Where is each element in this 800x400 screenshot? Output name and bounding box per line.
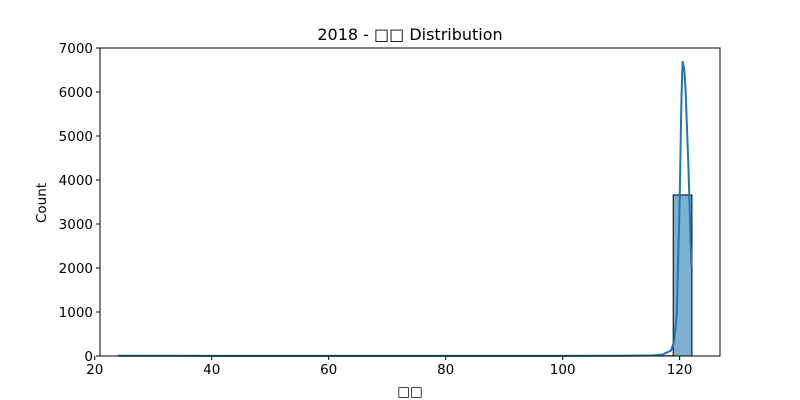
x-tick-label: 120 [667, 362, 693, 378]
x-tick-label: 80 [437, 362, 454, 378]
y-tick-label: 3000 [59, 217, 93, 233]
y-tick-label: 1000 [59, 305, 93, 321]
x-tick-label: 100 [550, 362, 576, 378]
y-tick-label: 2000 [59, 261, 93, 277]
y-axis-ticks: 0 1000 2000 3000 4000 5000 6000 7000 [59, 41, 100, 365]
y-tick-label: 4000 [59, 173, 93, 189]
y-tick-label: 7000 [59, 41, 93, 57]
axes-frame [99, 47, 721, 357]
chart-title: 2018 - □□ Distribution [317, 25, 502, 44]
y-tick-label: 5000 [59, 129, 93, 145]
y-tick-label: 0 [84, 349, 93, 365]
x-axis-label: □□ [397, 384, 423, 400]
x-tick-label: 40 [203, 362, 220, 378]
x-axis-ticks: 20 40 60 80 100 120 [86, 356, 693, 378]
y-axis-label: Count [34, 183, 50, 223]
axes-spines [99, 47, 721, 357]
x-tick-label: 60 [320, 362, 337, 378]
x-tick-label: 20 [86, 362, 103, 378]
y-tick-label: 6000 [59, 85, 93, 101]
